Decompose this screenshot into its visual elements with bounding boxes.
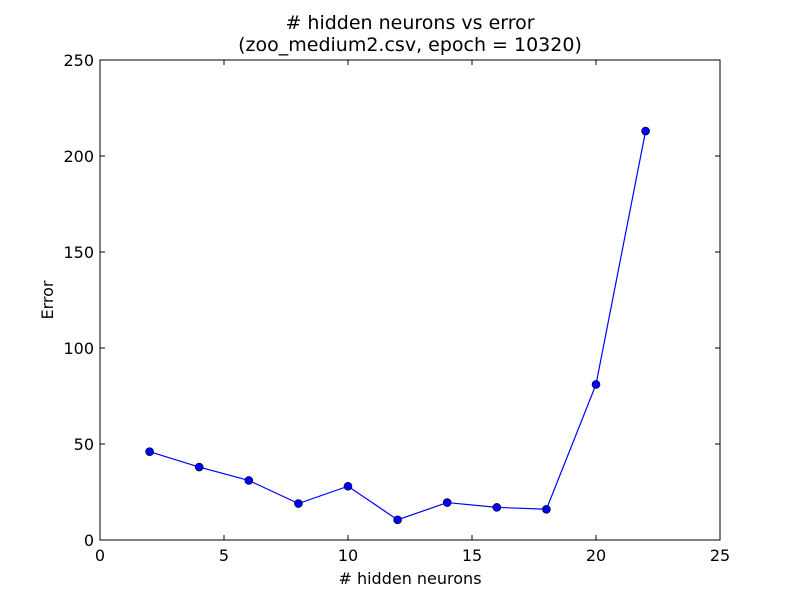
y-tick-label: 200 <box>63 147 94 166</box>
chart-title: # hidden neurons vs error <box>285 12 534 34</box>
y-tick-label: 250 <box>63 51 94 70</box>
chart-subtitle: (zoo_medium2.csv, epoch = 10320) <box>238 34 582 56</box>
data-point <box>194 462 204 472</box>
data-point <box>492 503 502 512</box>
y-tick-label: 0 <box>84 531 94 550</box>
x-tick-label: 20 <box>586 546 606 565</box>
data-point <box>343 481 353 491</box>
x-tick-label: 0 <box>95 546 105 565</box>
y-tick-label: 100 <box>63 339 94 358</box>
plot-frame <box>99 59 721 541</box>
x-tick-label: 25 <box>710 546 730 565</box>
y-tick-label: 50 <box>74 435 94 454</box>
x-axis-label: # hidden neurons <box>338 569 481 588</box>
data-point <box>641 126 650 136</box>
data-point <box>244 476 254 485</box>
x-tick-label: 10 <box>338 546 358 565</box>
data-point <box>145 447 154 456</box>
y-tick-label: 150 <box>63 243 94 262</box>
data-point <box>542 504 551 514</box>
y-axis-label: Error <box>38 280 57 319</box>
series-line <box>149 130 647 521</box>
x-tick-label: 5 <box>219 546 229 565</box>
data-point <box>393 515 402 525</box>
data-point <box>442 498 452 507</box>
data-point <box>294 499 303 508</box>
data-point <box>591 380 601 389</box>
plot-area <box>145 126 650 525</box>
x-tick-label: 15 <box>462 546 482 565</box>
